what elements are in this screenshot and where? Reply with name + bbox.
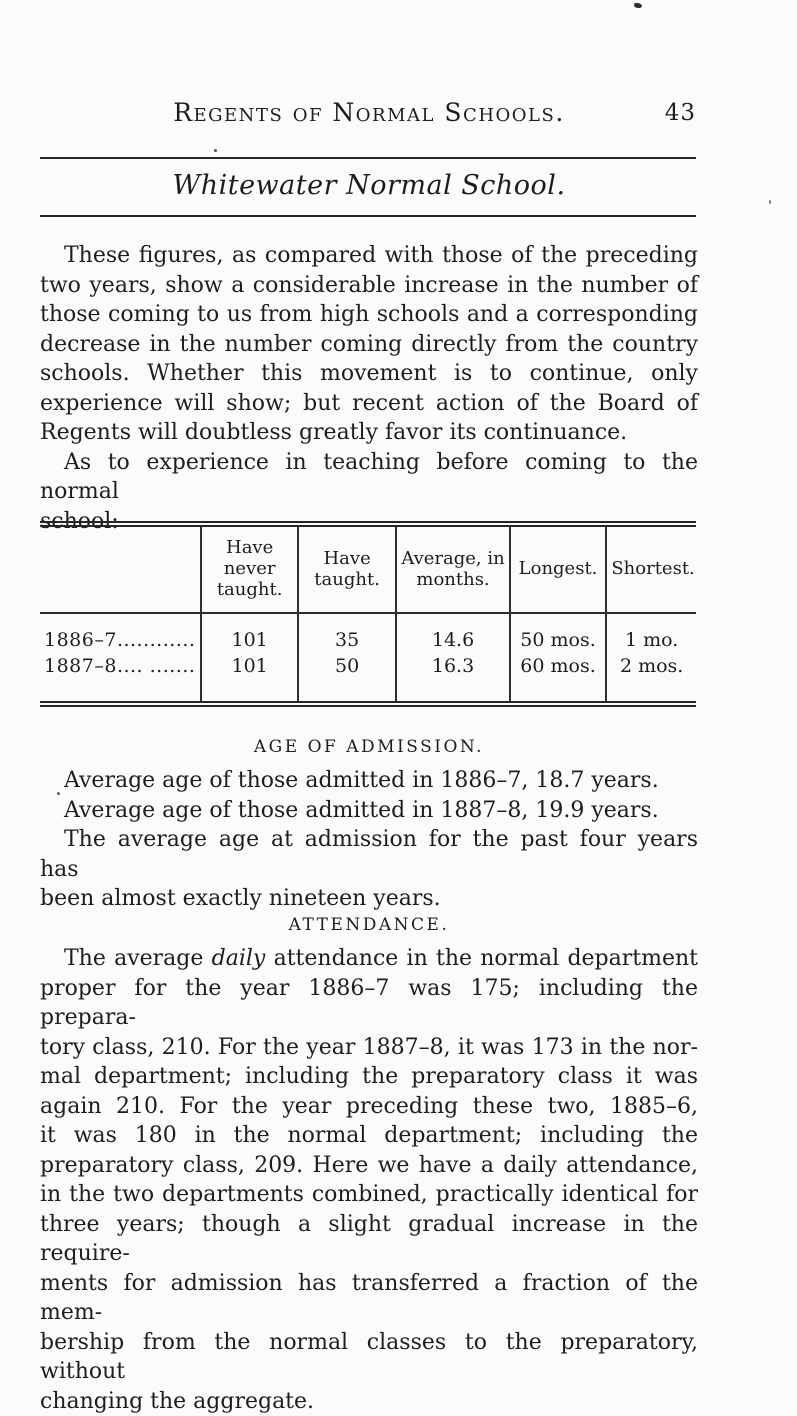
text-line: three years; though a slight gradual inc… bbox=[40, 1210, 698, 1269]
value-cell: 35 bbox=[298, 613, 396, 653]
page-number: 43 bbox=[665, 100, 696, 126]
value-cell: 60 mos. bbox=[510, 653, 607, 701]
horizontal-rule bbox=[40, 215, 696, 217]
column-header-blank bbox=[40, 527, 201, 613]
text-line: bership from the normal classes to the p… bbox=[40, 1328, 698, 1387]
text-line: it was 180 in the normal department; inc… bbox=[40, 1121, 698, 1151]
value-cell: 2 mos. bbox=[606, 653, 696, 701]
text-line: The average age at admission for the pas… bbox=[40, 825, 698, 884]
column-header-average-months: Average, in months. bbox=[396, 527, 509, 613]
value-cell: 101 bbox=[201, 653, 298, 701]
attendance-section: The average daily attendance in the norm… bbox=[40, 944, 698, 1416]
text-line: experience will show; but recent action … bbox=[40, 389, 698, 419]
text-line: in the two departments combined, practic… bbox=[40, 1180, 698, 1210]
text-line: Average age of those admitted in 1887–8,… bbox=[40, 796, 698, 826]
text-line: those coming to us from high schools and… bbox=[40, 300, 698, 330]
text-line: preparatory class, 209. Here we have a d… bbox=[40, 1151, 698, 1181]
text-line: The average daily attendance in the norm… bbox=[40, 944, 698, 974]
value-cell: 16.3 bbox=[396, 653, 509, 701]
text-line: been almost exactly nineteen years. bbox=[40, 884, 698, 914]
text-line: Regents will doubtless greatly favor its… bbox=[40, 418, 698, 448]
attendance-heading: ATTENDANCE. bbox=[40, 915, 698, 935]
intro-paragraphs: These figures, as compared with those of… bbox=[40, 241, 698, 536]
column-header-have-taught: Have taught. bbox=[298, 527, 396, 613]
column-header-shortest: Shortest. bbox=[606, 527, 696, 613]
column-header-have-never-taught: Have never taught. bbox=[201, 527, 298, 613]
text-line: tory class, 210. For the year 1887–8, it… bbox=[40, 1033, 698, 1063]
scan-speck bbox=[634, 2, 643, 8]
scan-speck bbox=[214, 149, 217, 152]
text-line: two years, show a considerable increase … bbox=[40, 271, 698, 301]
text-line: These figures, as compared with those of… bbox=[40, 241, 698, 271]
text-line: ments for admission has transferred a fr… bbox=[40, 1269, 698, 1328]
year-cell: 1887–8.... ....... bbox=[40, 653, 201, 701]
running-title: Regents of Normal Schools. bbox=[173, 98, 565, 127]
value-cell: 14.6 bbox=[396, 613, 509, 653]
text-segment: attendance in the normal department bbox=[265, 946, 698, 971]
column-header-longest: Longest. bbox=[510, 527, 607, 613]
year-cell: 1886–7............ bbox=[40, 613, 201, 653]
text-line: decrease in the number coming directly f… bbox=[40, 330, 698, 360]
scan-speck bbox=[769, 200, 771, 204]
horizontal-rule bbox=[40, 157, 696, 159]
value-cell: 101 bbox=[201, 613, 298, 653]
value-cell: 50 bbox=[298, 653, 396, 701]
text-segment: The average bbox=[64, 946, 212, 971]
value-cell: 1 mo. bbox=[606, 613, 696, 653]
text-line: mal department; including the preparator… bbox=[40, 1062, 698, 1092]
value-cell: 50 mos. bbox=[510, 613, 607, 653]
teaching-experience-table: Have never taught. Have taught. Average,… bbox=[40, 521, 696, 707]
table-header-row: Have never taught. Have taught. Average,… bbox=[40, 527, 696, 613]
text-line: schools. Whether this movement is to con… bbox=[40, 359, 698, 389]
text-line: changing the aggregate. bbox=[40, 1387, 698, 1416]
text-line: As to experience in teaching before comi… bbox=[40, 448, 698, 507]
age-of-admission-heading: AGE OF ADMISSION. bbox=[40, 737, 698, 757]
text-line: again 210. For the year preceding these … bbox=[40, 1092, 698, 1122]
table-row: 1887–8.... ....... 101 50 16.3 60 mos. 2… bbox=[40, 653, 696, 701]
page-title: Whitewater Normal School. bbox=[40, 170, 698, 201]
table-row: 1886–7............ 101 35 14.6 50 mos. 1… bbox=[40, 613, 696, 653]
scanned-book-page: Regents of Normal Schools. 43 Whitewater… bbox=[0, 0, 797, 1379]
age-of-admission-section: Average age of those admitted in 1886–7,… bbox=[40, 766, 698, 914]
text-line: proper for the year 1886–7 was 175; incl… bbox=[40, 974, 698, 1033]
text-line: Average age of those admitted in 1886–7,… bbox=[40, 766, 698, 796]
running-head: Regents of Normal Schools. 43 bbox=[40, 98, 698, 127]
italic-word: daily bbox=[212, 946, 266, 971]
